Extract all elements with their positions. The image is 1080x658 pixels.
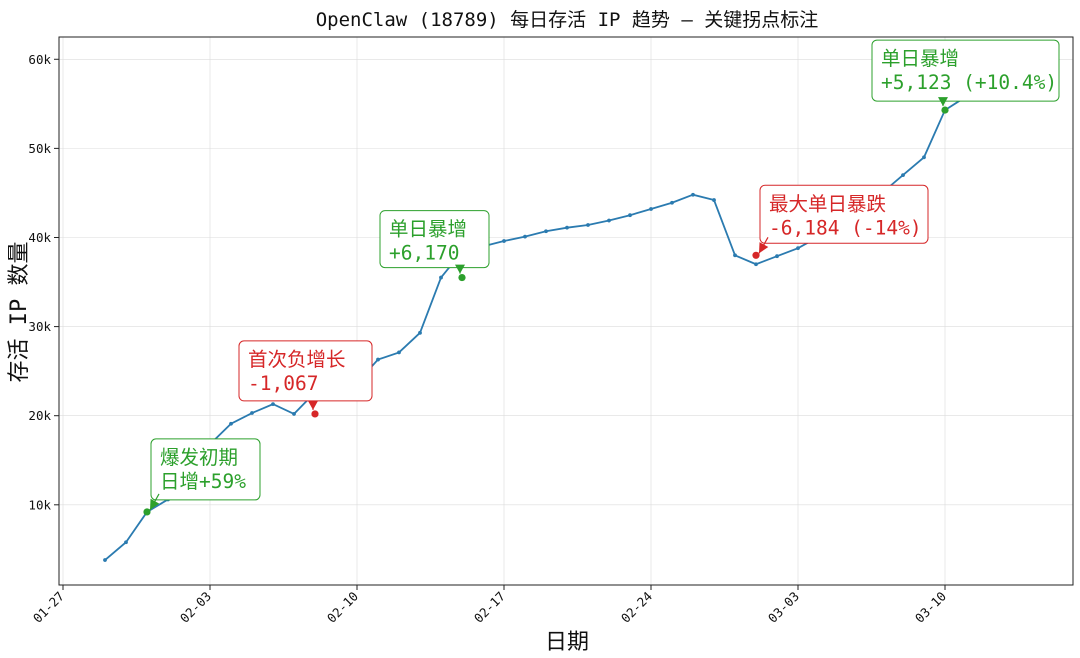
annotation-label: +5,123 (+10.4%) <box>881 71 1057 94</box>
x-tick-label: 02-17 <box>471 589 508 626</box>
data-point <box>103 558 107 562</box>
data-point <box>271 402 275 407</box>
data-point <box>712 198 716 202</box>
x-axis-title: 日期 <box>545 630 589 655</box>
data-point <box>418 330 422 335</box>
key-point-marker <box>143 508 151 516</box>
annotation-box <box>150 438 261 501</box>
grid-lines <box>59 37 1073 585</box>
data-point <box>649 207 653 211</box>
annotation-arrowhead <box>455 264 465 274</box>
data-point <box>292 412 296 416</box>
annotation: 首次负增长-1,067 <box>238 340 373 410</box>
data-point <box>691 192 695 197</box>
key-point-marker <box>311 410 319 418</box>
annotation-label: 单日暴增 <box>389 218 467 241</box>
key-point-marker <box>941 106 949 114</box>
data-point <box>628 213 632 218</box>
x-tick-label: 02-24 <box>618 589 655 626</box>
annotation-arrowhead <box>938 97 948 107</box>
y-tick-label: 10k <box>28 497 51 512</box>
data-point <box>607 218 611 223</box>
data-point <box>565 225 569 230</box>
data-point <box>397 350 401 355</box>
data-point <box>124 540 128 545</box>
annotation-label: -1,067 <box>248 372 318 395</box>
annotation: 最大单日暴跌-6,184 (-14%) <box>758 184 929 254</box>
key-point-marker <box>458 273 466 282</box>
annotation-label: 单日暴增 <box>881 47 959 70</box>
annotation-box <box>238 340 373 402</box>
x-tick-label: 02-10 <box>324 589 361 626</box>
y-tick-label: 60k <box>28 52 51 67</box>
annotation-box <box>759 184 929 244</box>
annotation-label: 日增+59% <box>160 470 246 493</box>
data-point <box>775 254 779 259</box>
annotation-label: -6,184 (-14%) <box>769 216 922 239</box>
chart-title: OpenClaw (18789) 每日存活 IP 趋势 — 关键拐点标注 <box>316 9 819 31</box>
data-point <box>586 223 590 227</box>
annotation: 单日暴增+5,123 (+10.4%) <box>871 39 1060 107</box>
annotation-label: +6,170 <box>389 242 459 265</box>
data-point <box>670 200 674 205</box>
data-point <box>250 411 254 415</box>
annotation-arrowhead <box>308 400 318 410</box>
data-point <box>922 155 926 160</box>
y-tick-label: 20k <box>28 408 51 423</box>
y-tick-label: 50k <box>28 141 51 156</box>
annotation-box <box>379 210 490 269</box>
data-point <box>523 234 527 239</box>
data-point <box>376 357 380 362</box>
annotation-box <box>871 39 1060 102</box>
data-point <box>544 229 548 234</box>
data-point <box>229 421 233 426</box>
annotation-label: 最大单日暴跌 <box>769 192 886 215</box>
annotation: 单日暴增+6,170 <box>379 210 490 274</box>
data-point <box>733 253 737 258</box>
annotation-label: 首次负增长 <box>248 348 346 371</box>
y-axis-title: 存活 IP 数量 <box>7 242 32 383</box>
annotations: 爆发初期日增+59%首次负增长-1,067单日暴增+6,170最大单日暴跌-6,… <box>149 39 1060 511</box>
annotation-arrowhead <box>759 242 769 254</box>
data-point <box>901 173 905 178</box>
data-point <box>754 262 758 267</box>
plot-frame <box>58 36 1074 586</box>
x-tick-label: 03-03 <box>765 589 802 626</box>
data-point <box>796 246 800 251</box>
x-tick-label: 03-10 <box>912 589 949 626</box>
data-point <box>439 275 443 280</box>
annotation-arrowhead <box>150 498 160 510</box>
y-tick-label: 40k <box>28 230 51 245</box>
annotation-label: 爆发初期 <box>160 446 238 469</box>
data-point <box>502 239 506 243</box>
y-tick-label: 30k <box>28 319 51 334</box>
x-tick-label: 01-27 <box>30 589 67 626</box>
key-point-marker <box>752 251 760 259</box>
x-tick-label: 02-03 <box>177 589 214 626</box>
axes: 01-27 02-03 02-10 02-17 02-24 03-03 03-10 10k 20… <box>28 36 1074 626</box>
